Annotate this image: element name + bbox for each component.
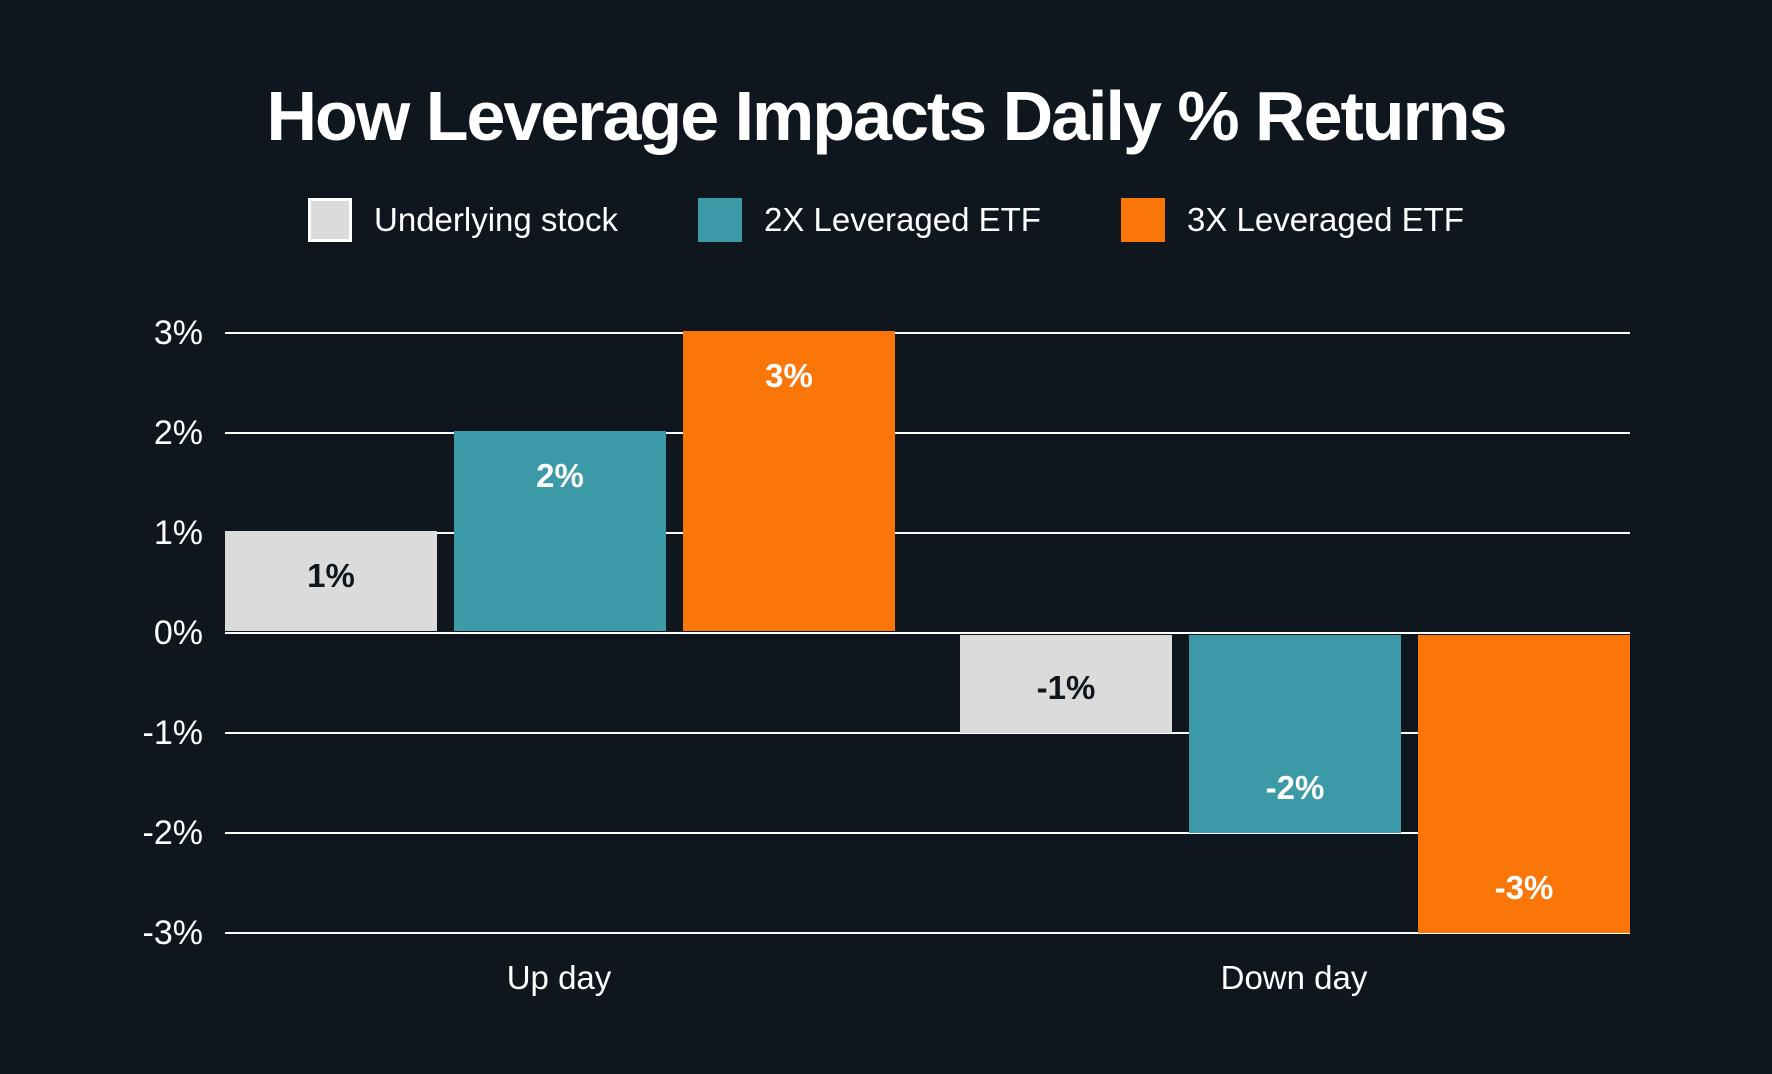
gridline <box>225 732 1630 734</box>
bar: 1% <box>225 531 437 631</box>
y-tick-label: 1% <box>153 514 203 552</box>
legend-label: 2X Leveraged ETF <box>763 201 1041 238</box>
y-tick-label: -1% <box>142 714 203 752</box>
bar-value-label: 3% <box>765 357 813 394</box>
y-tick-label: -2% <box>142 814 203 852</box>
legend-swatch-icon <box>1120 198 1165 242</box>
legend-item-3: 3X Leveraged ETF <box>1120 198 1464 242</box>
bar-value-label: 2% <box>536 457 584 494</box>
plot-area: 3% 2% 1% 0% -1% -2% -3% 1% 2% 3% Up day -1% -2% -3% Do… <box>143 314 1630 996</box>
bar: -3% <box>1418 635 1630 933</box>
legend: Underlying stock 2X Leveraged ETF 3X Lever… <box>0 198 1772 242</box>
bar: -1% <box>960 635 1172 733</box>
gridline <box>225 932 1630 934</box>
legend-label: 3X Leveraged ETF <box>1186 201 1464 238</box>
x-category-label: Down day <box>1220 959 1368 996</box>
legend-label: Underlying stock <box>374 201 618 238</box>
y-tick-label: 0% <box>153 614 203 652</box>
y-tick-label: 3% <box>153 314 203 352</box>
gridline <box>225 332 1630 334</box>
bar-value-label: -1% <box>1036 669 1096 706</box>
bar-value-label: -3% <box>1494 869 1554 906</box>
legend-item-1: Underlying stock <box>308 198 618 242</box>
gridline <box>225 532 1630 534</box>
y-tick-label: 2% <box>153 414 203 452</box>
bar: 3% <box>683 331 895 631</box>
legend-swatch-icon <box>308 198 353 242</box>
x-category-label: Up day <box>506 959 612 996</box>
gridline <box>225 832 1630 834</box>
bar-value-label: 1% <box>307 557 355 594</box>
legend-swatch-icon <box>697 198 742 242</box>
bar-value-label: -2% <box>1265 769 1325 806</box>
bar: -2% <box>1189 635 1401 833</box>
chart-title: How Leverage Impacts Daily % Returns <box>266 77 1508 155</box>
y-tick-label: -3% <box>142 914 203 952</box>
bar: 2% <box>454 431 666 631</box>
gridline <box>225 432 1630 434</box>
gridline <box>225 632 1630 634</box>
legend-item-2: 2X Leveraged ETF <box>697 198 1041 242</box>
